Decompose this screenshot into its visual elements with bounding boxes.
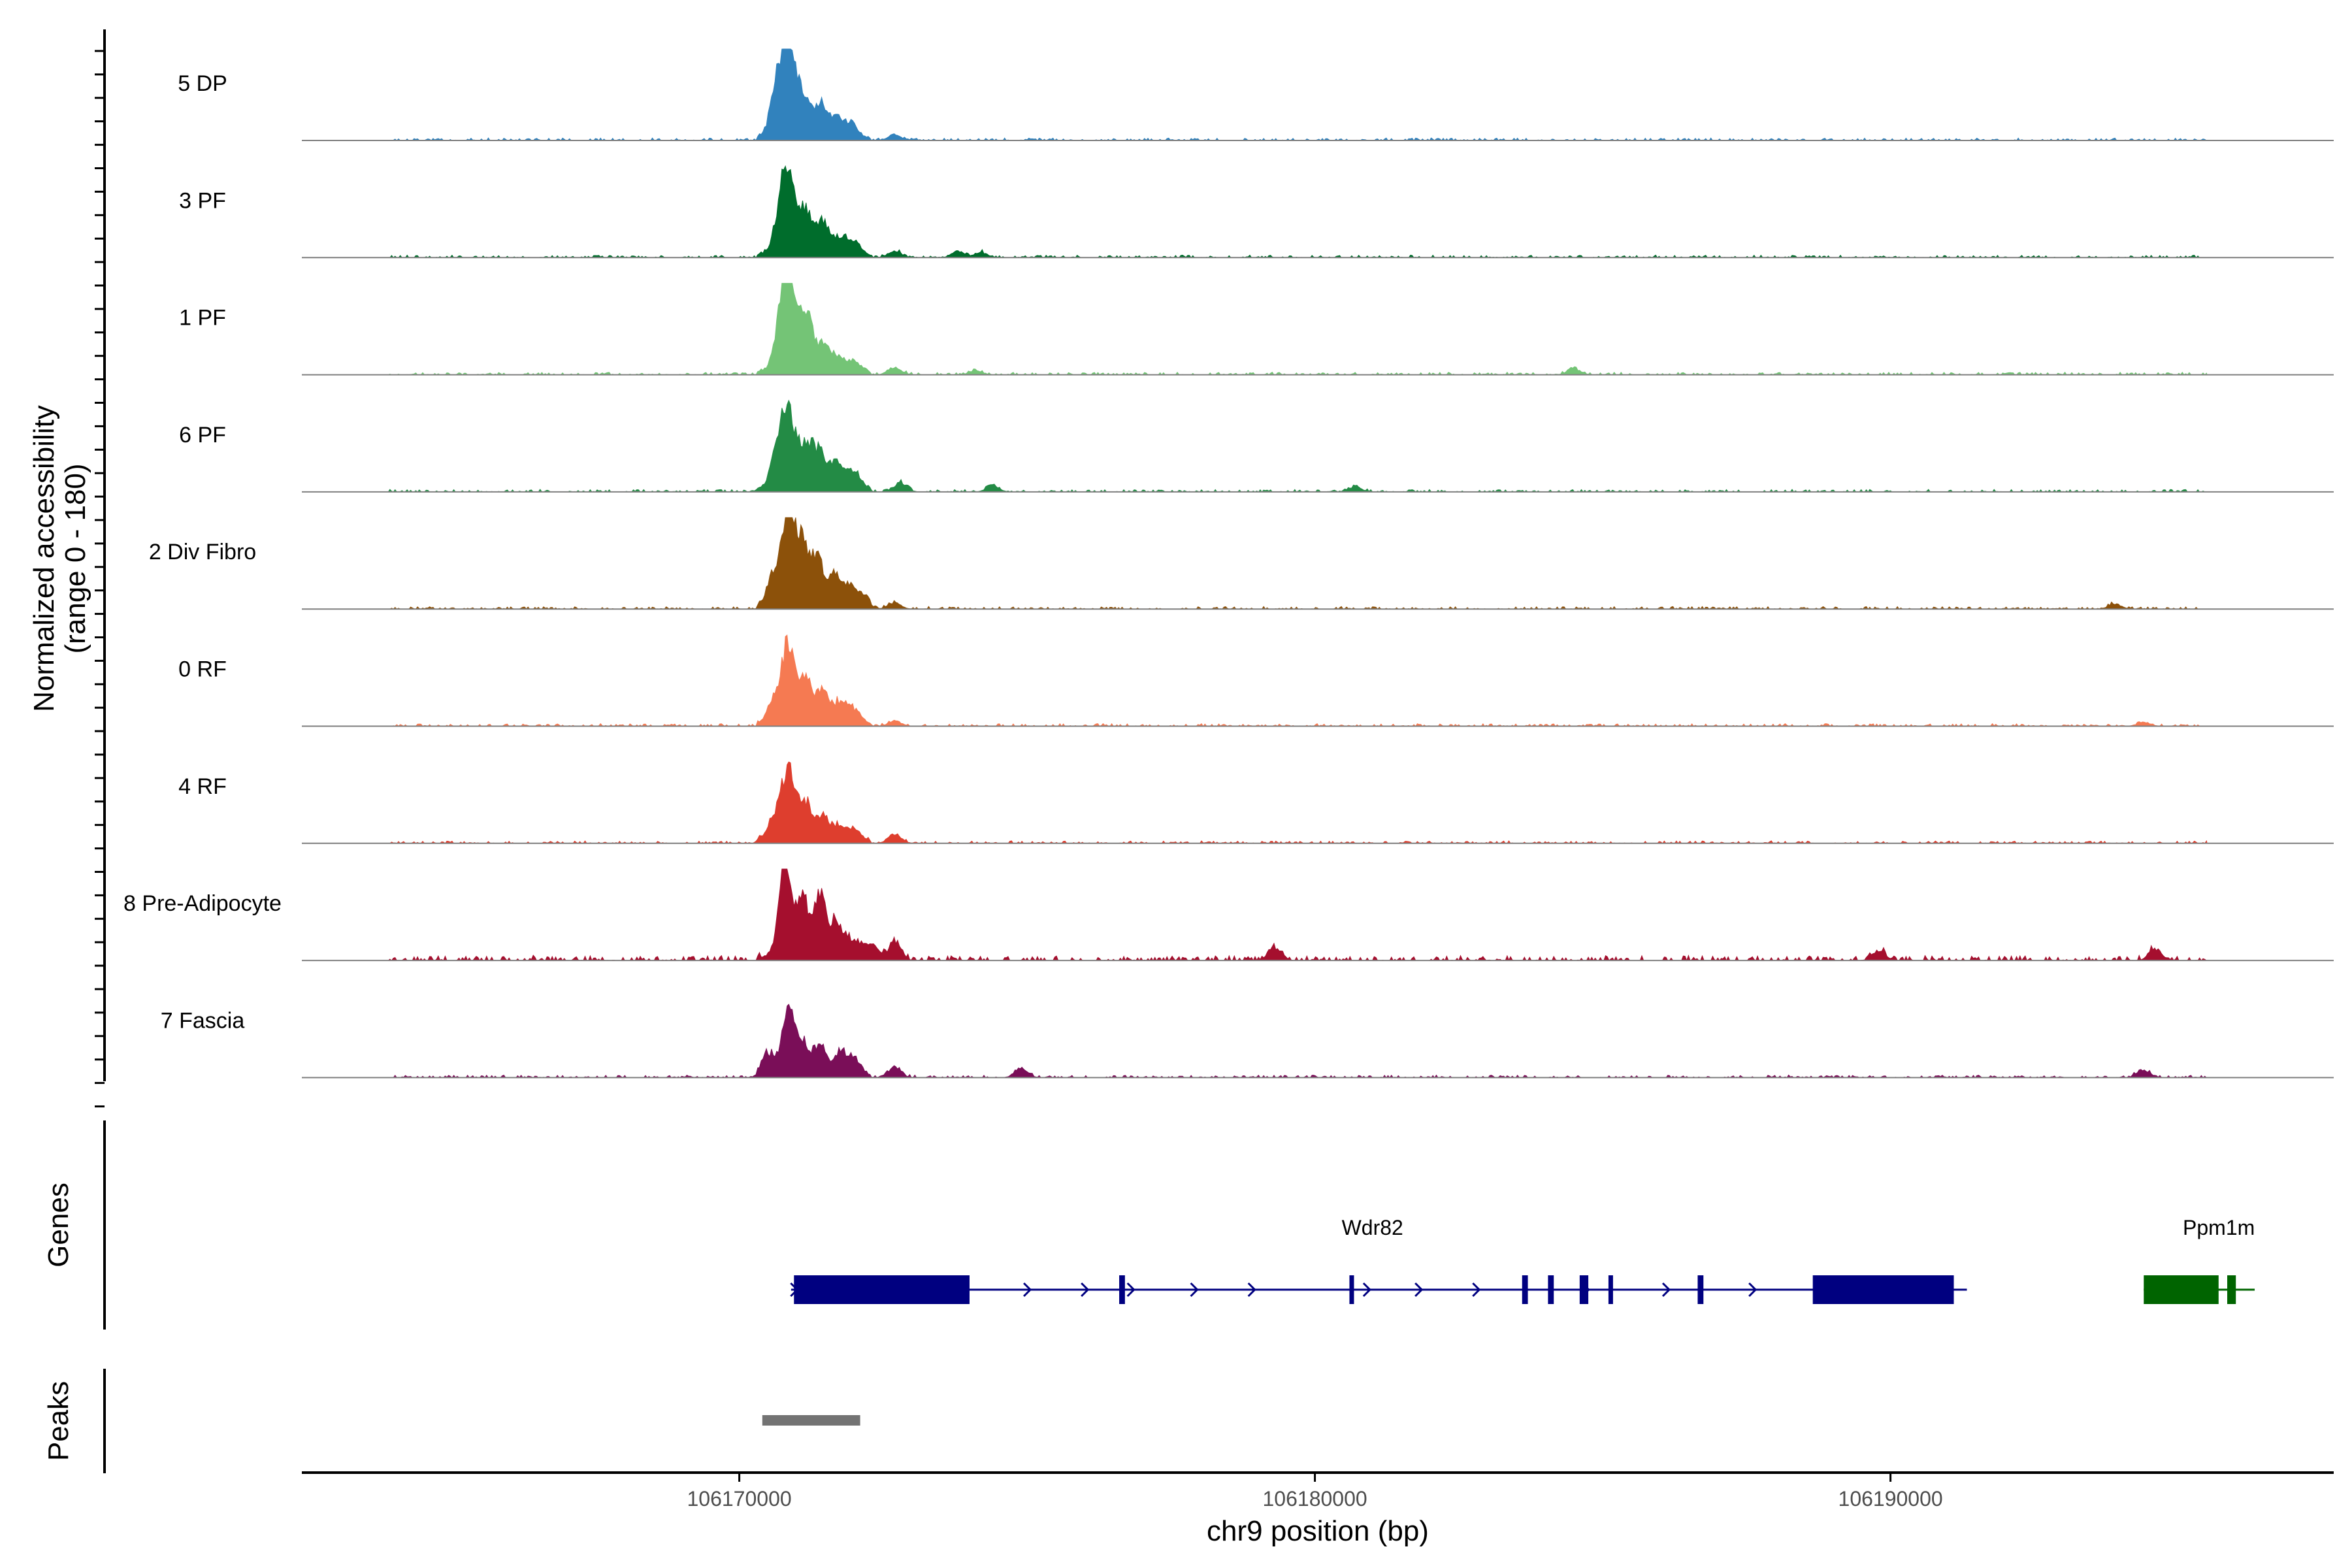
strand-arrow [1748, 1282, 1757, 1298]
strand-arrow [1362, 1282, 1372, 1298]
x-tick-label: 106170000 [687, 1487, 791, 1511]
strand-arrow [1661, 1282, 1671, 1298]
track-label: 7 Fascia [161, 1008, 245, 1033]
strand-arrow [1023, 1282, 1032, 1298]
strand-arrow [1581, 1282, 1590, 1298]
strand-arrow [1414, 1282, 1424, 1298]
gene-model: Wdr82 [790, 1216, 1967, 1304]
gene-name: Ppm1m [2183, 1216, 2255, 1239]
coverage-track: 7 Fascia [161, 1004, 2334, 1079]
track-label: 4 RF [178, 774, 227, 799]
x-axis-title: chr9 position (bp) [1207, 1515, 1429, 1547]
coverage-track: 8 Pre-Adipocyte [123, 868, 2334, 962]
gene-exon [2227, 1275, 2236, 1304]
coverage-y-axis-ticks [95, 50, 105, 1107]
gene-exon [2144, 1275, 2219, 1304]
track-label: 6 PF [179, 423, 226, 448]
x-tick-label: 106180000 [1263, 1487, 1367, 1511]
gene-annotation-track: Wdr82 Ppm1m [790, 1216, 2255, 1304]
coverage-tracks: 5 DP 3 PF 1 PF 6 PF 2 Div Fibro 0 RF 4 RF 8 Pre… [123, 48, 2334, 1079]
peak-region [762, 1415, 860, 1426]
peaks-axis-title: Peaks [42, 1381, 74, 1461]
coverage-track: 4 RF [178, 761, 2334, 844]
coverage-track: 1 PF [179, 283, 2334, 376]
track-label: 2 Div Fibro [149, 540, 256, 564]
track-label: 3 PF [179, 188, 226, 213]
gene-exon [1697, 1275, 1704, 1304]
coverage-track: 3 PF [179, 165, 2334, 259]
strand-arrow [1247, 1282, 1256, 1298]
coverage-track: 5 DP [178, 48, 2334, 141]
gene-exon [1522, 1275, 1528, 1304]
gene-exon [1349, 1275, 1354, 1304]
x-axis-ticks: 106170000 106180000 106190000 [687, 1473, 1943, 1511]
track-label: 1 PF [179, 306, 226, 331]
track-label: 0 RF [178, 657, 227, 682]
strand-arrow [1190, 1282, 1199, 1298]
coverage-track: 6 PF [179, 399, 2334, 493]
gene-exon [1579, 1275, 1589, 1304]
strand-arrow [1126, 1282, 1135, 1298]
strand-arrow [1472, 1282, 1481, 1298]
gene-exon [794, 1275, 970, 1304]
gene-exon [1548, 1275, 1554, 1304]
y-axis-title: Normalized accessibility [28, 405, 60, 711]
strand-arrow [1081, 1282, 1090, 1298]
x-tick-label: 106190000 [1838, 1487, 1943, 1511]
genes-axis-title: Genes [42, 1183, 74, 1267]
coverage-track: 0 RF [178, 634, 2334, 727]
gene-exon [1608, 1275, 1613, 1304]
coverage-track: 2 Div Fibro [149, 517, 2334, 610]
strand-arrow [790, 1282, 799, 1298]
track-label: 5 DP [178, 71, 227, 96]
gene-model: Ppm1m [2144, 1216, 2255, 1304]
y-axis-range-label: (range 0 - 180) [59, 463, 91, 653]
peak-regions-track [762, 1415, 860, 1426]
gene-name: Wdr82 [1342, 1216, 1403, 1239]
gene-exon [1812, 1275, 1954, 1304]
gene-exon [1119, 1275, 1125, 1304]
track-label: 8 Pre-Adipocyte [123, 891, 282, 916]
